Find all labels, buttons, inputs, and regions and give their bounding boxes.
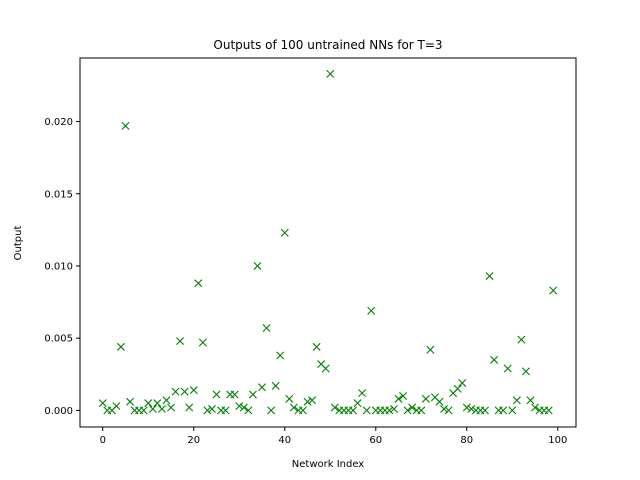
data-point xyxy=(408,403,417,412)
data-point xyxy=(394,394,403,403)
data-point xyxy=(440,404,449,413)
data-point xyxy=(194,279,203,288)
y-tick-label: 0.015 xyxy=(44,189,73,200)
data-point xyxy=(207,404,216,413)
data-point xyxy=(426,345,435,354)
data-point xyxy=(467,404,476,413)
data-point xyxy=(258,383,267,392)
data-point xyxy=(162,396,171,405)
data-point xyxy=(326,69,335,78)
data-point xyxy=(453,384,462,393)
data-point xyxy=(521,367,530,376)
data-point xyxy=(167,403,175,412)
x-axis: 0 20 40 60 80 100 xyxy=(100,427,567,446)
x-tick-label: 40 xyxy=(278,435,291,446)
data-point xyxy=(271,381,280,390)
data-points xyxy=(98,69,558,415)
data-point xyxy=(244,406,253,415)
data-point xyxy=(116,342,125,351)
data-point xyxy=(526,396,535,405)
plot-area xyxy=(79,57,577,428)
data-point xyxy=(289,403,298,412)
data-point xyxy=(508,406,517,415)
x-tick-label: 60 xyxy=(369,435,382,446)
data-point xyxy=(512,396,521,405)
data-point xyxy=(189,386,198,395)
data-point xyxy=(435,397,444,406)
data-point xyxy=(253,261,262,270)
data-point xyxy=(321,364,330,373)
data-point xyxy=(421,394,430,403)
data-point xyxy=(389,404,398,413)
data-point xyxy=(458,378,467,387)
data-point xyxy=(367,306,376,315)
data-point xyxy=(549,286,558,295)
data-point xyxy=(353,399,362,408)
x-tick-label: 20 xyxy=(187,435,200,446)
data-point xyxy=(112,402,121,411)
data-point xyxy=(262,324,271,333)
data-point xyxy=(544,406,553,415)
data-point xyxy=(330,403,339,412)
y-axis: 0.000 0.005 0.010 0.015 0.020 xyxy=(44,117,80,417)
data-point xyxy=(399,391,408,400)
data-point xyxy=(180,387,189,396)
y-tick-label: 0.020 xyxy=(44,117,73,128)
data-point xyxy=(212,390,221,399)
data-point xyxy=(185,403,194,412)
data-point xyxy=(403,406,412,415)
x-axis-label: Network Index xyxy=(292,459,365,470)
data-point xyxy=(298,406,307,415)
data-point xyxy=(308,396,317,405)
data-point xyxy=(499,406,508,415)
data-point xyxy=(248,390,257,399)
data-point xyxy=(417,406,426,415)
data-point xyxy=(349,406,358,415)
data-point xyxy=(276,351,285,360)
data-point xyxy=(303,397,312,406)
data-point xyxy=(462,403,471,412)
data-point xyxy=(503,364,512,373)
data-point xyxy=(280,228,289,237)
data-point xyxy=(481,406,489,415)
data-point xyxy=(517,335,526,344)
data-point xyxy=(203,406,212,415)
data-point xyxy=(235,402,244,411)
data-point xyxy=(121,121,130,130)
x-tick-label: 80 xyxy=(460,435,473,446)
data-point xyxy=(267,406,276,415)
y-tick-label: 0.000 xyxy=(44,406,73,417)
data-point xyxy=(531,403,540,412)
data-point xyxy=(485,272,494,281)
data-point xyxy=(153,399,162,408)
data-point xyxy=(171,387,180,396)
y-tick-label: 0.010 xyxy=(44,261,73,272)
data-point xyxy=(139,406,148,415)
x-tick-label: 0 xyxy=(100,435,106,446)
data-point xyxy=(490,355,499,364)
data-point xyxy=(98,399,107,408)
data-point xyxy=(198,338,207,347)
data-point xyxy=(362,406,371,415)
data-point xyxy=(126,397,135,406)
y-tick-label: 0.005 xyxy=(44,334,73,345)
data-point xyxy=(144,399,153,408)
data-point xyxy=(385,406,394,415)
data-point xyxy=(444,406,453,415)
x-tick-label: 100 xyxy=(548,435,567,446)
data-point xyxy=(176,337,185,346)
data-point xyxy=(157,404,166,413)
data-point xyxy=(221,406,230,415)
data-point xyxy=(148,404,157,413)
chart-title: Outputs of 100 untrained NNs for T=3 xyxy=(213,38,442,52)
y-axis-label: Output xyxy=(13,226,24,261)
data-point xyxy=(239,403,248,412)
data-point xyxy=(358,389,367,398)
data-point xyxy=(312,342,321,351)
data-point xyxy=(230,390,239,399)
plot-frame xyxy=(79,57,577,428)
data-point xyxy=(285,394,294,403)
